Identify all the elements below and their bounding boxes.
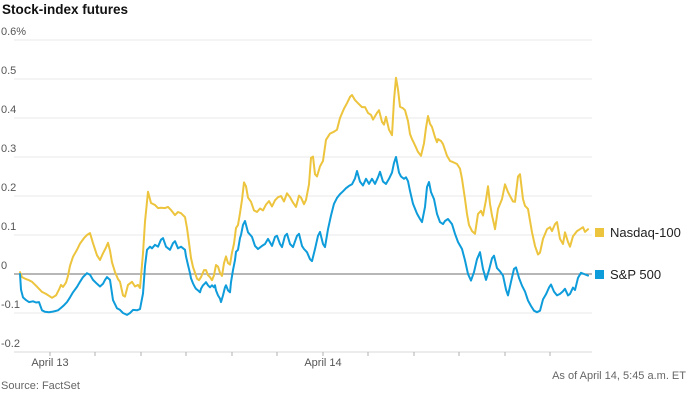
sp500-legend-label: S&P 500 — [610, 267, 662, 282]
y-axis-label: 0.1 — [1, 221, 20, 233]
y-axis-label: -0.2 — [1, 338, 23, 350]
x-axis-label: April 13 — [31, 357, 69, 369]
series-line-s-p-500 — [19, 156, 589, 316]
y-axis-label: 0.4 — [1, 104, 20, 116]
x-axis-label: April 14 — [304, 357, 342, 369]
series-line-nasdaq-100 — [19, 76, 589, 299]
chart-title: Stock-index futures — [2, 2, 129, 17]
y-axis-label: 0 — [1, 260, 11, 272]
legend-item-nasdaq: Nasdaq-100 — [595, 225, 681, 240]
y-axis-label: 0.5 — [1, 65, 20, 77]
y-axis-label: 0.2 — [1, 182, 20, 194]
y-axis-label: 0.6% — [1, 26, 30, 38]
as-of-note: As of April 14, 5:45 a.m. ET — [552, 370, 686, 382]
source-note: Source: FactSet — [1, 380, 80, 392]
y-axis-label: 0.3 — [1, 143, 20, 155]
nasdaq-legend-label: Nasdaq-100 — [610, 225, 681, 240]
sp500-legend-swatch — [595, 270, 604, 279]
legend-item-sp500: S&P 500 — [595, 267, 661, 282]
y-axis-label: -0.1 — [1, 299, 23, 311]
nasdaq-legend-swatch — [595, 228, 604, 237]
